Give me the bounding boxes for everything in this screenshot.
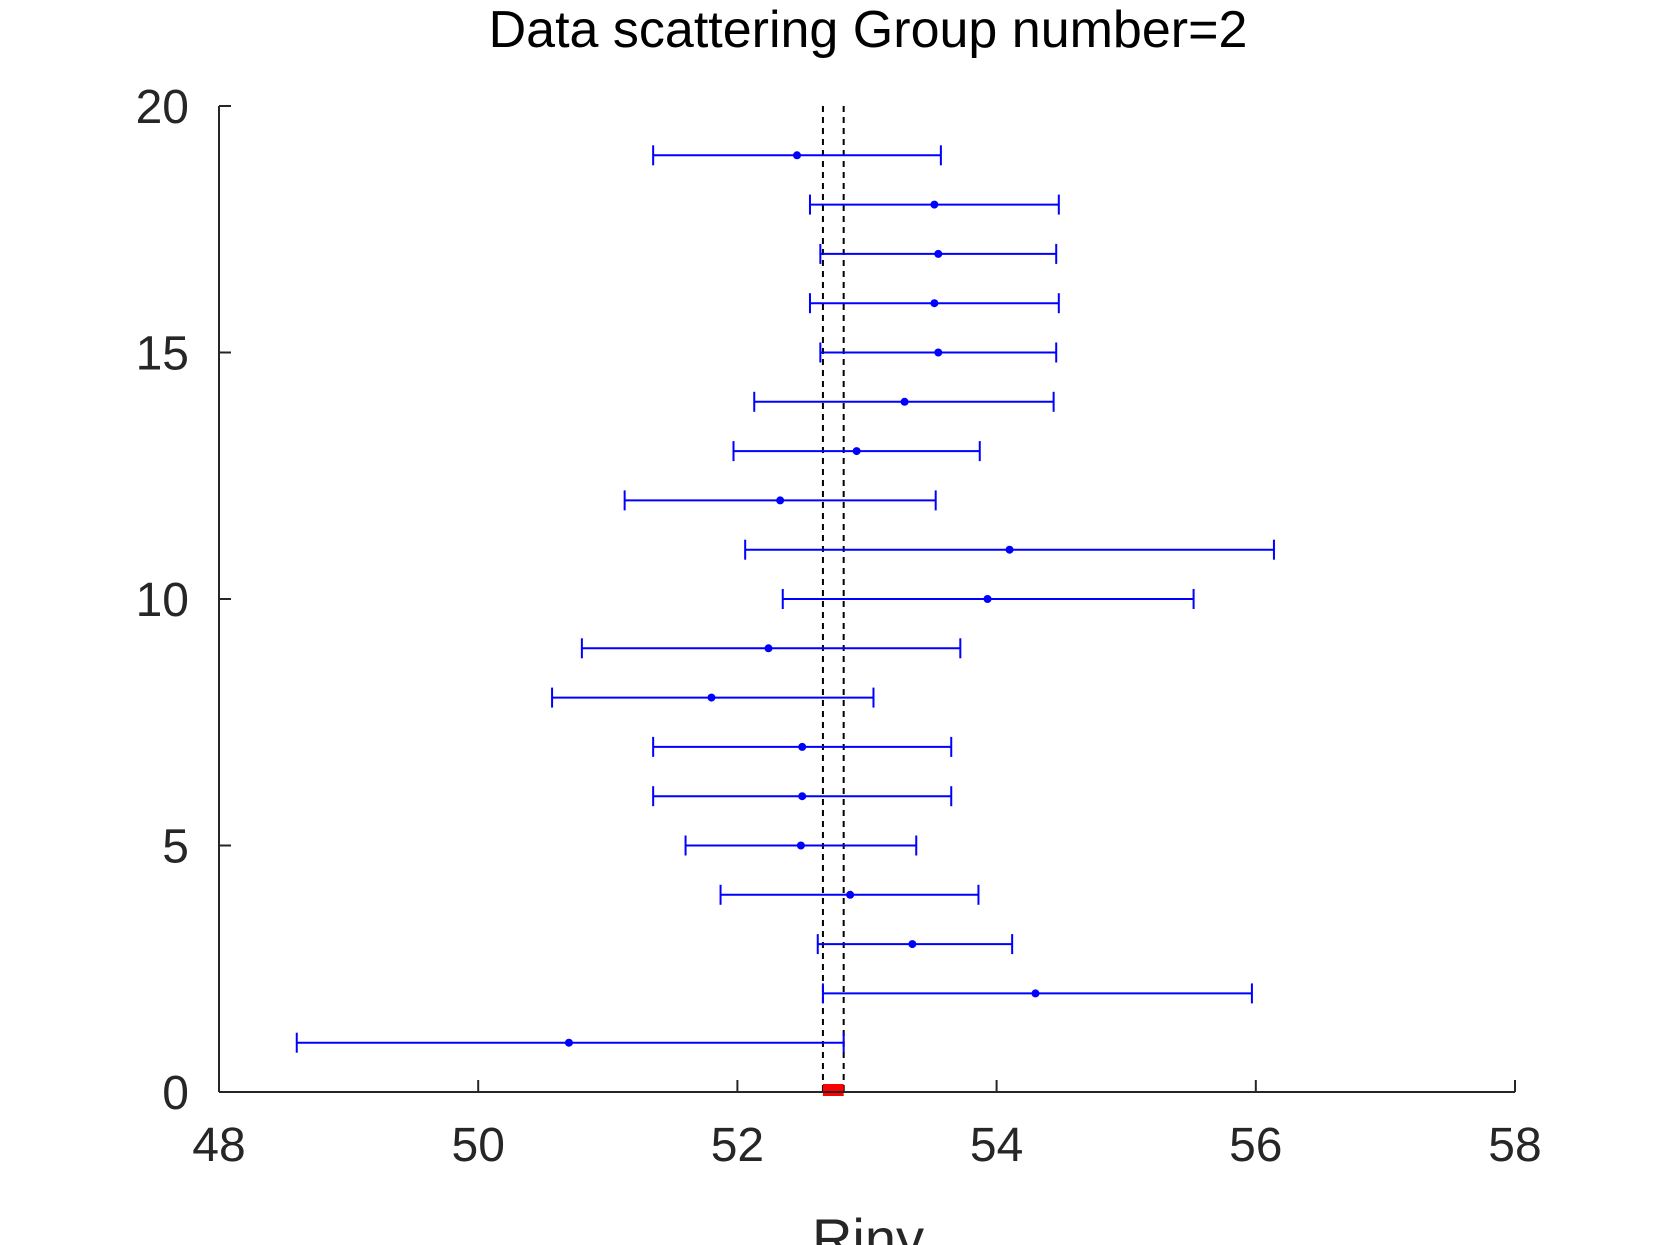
errorbar-row-17 [819,243,1058,264]
data-point [707,693,716,702]
y-tick-label: 15 [136,328,189,381]
errorbar-row-15 [819,342,1058,363]
data-point [798,742,807,751]
errorbar-row-14 [753,391,1055,412]
data-point [930,200,939,209]
data-point [900,397,909,406]
x-tick-label: 56 [1229,1119,1282,1172]
y-tick-label: 20 [136,81,189,134]
data-point [846,890,855,899]
y-tick-label: 0 [162,1067,189,1120]
x-tick-label: 54 [970,1119,1023,1172]
errorbar-row-18 [808,194,1060,215]
errorbar-row-12 [623,490,937,511]
errorbar-row-7 [652,736,953,757]
x-tick-label: 58 [1488,1119,1541,1172]
errorbar-row-3 [816,934,1014,955]
x-tick-label: 52 [711,1119,764,1172]
errorbar-row-5 [684,835,918,856]
errorbar-row-10 [781,589,1195,609]
data-point [1031,989,1040,998]
data-point [852,447,861,456]
errorbar-row-1 [295,1032,845,1053]
data-point [934,249,943,258]
axes: 48 50 52 54 56 58 0 5 10 15 20 [136,81,1542,1172]
x-tick-label: 50 [452,1119,505,1172]
data-point [564,1038,573,1047]
x-tick-label: 48 [192,1119,245,1172]
data-point [1005,545,1014,554]
data-point [983,595,992,603]
errorbar-row-8 [551,687,875,708]
errorbar-row-13 [732,441,981,462]
errorbar-row-19 [652,145,942,166]
data-point [934,348,943,357]
reference-band-marker [822,1084,844,1096]
data-point [764,644,773,653]
data-point [908,940,917,949]
data-point [930,299,939,308]
x-axis-label: Riny [812,1207,924,1245]
errorbar-row-4 [719,884,980,905]
y-tick-label: 5 [162,821,189,874]
data-point [776,496,785,505]
errorbar-row-11 [744,539,1275,560]
y-tick-label: 10 [136,574,189,627]
errorbar-row-16 [808,293,1060,314]
data-point [798,792,807,801]
data-point [796,841,805,850]
errorbar-row-6 [652,786,953,807]
errorbar-row-2 [821,983,1253,1004]
plot-area [295,106,1275,1096]
errorbar-row-9 [580,638,962,659]
chart-title: Data scattering Group number=2 [489,1,1248,59]
data-point [793,151,802,160]
